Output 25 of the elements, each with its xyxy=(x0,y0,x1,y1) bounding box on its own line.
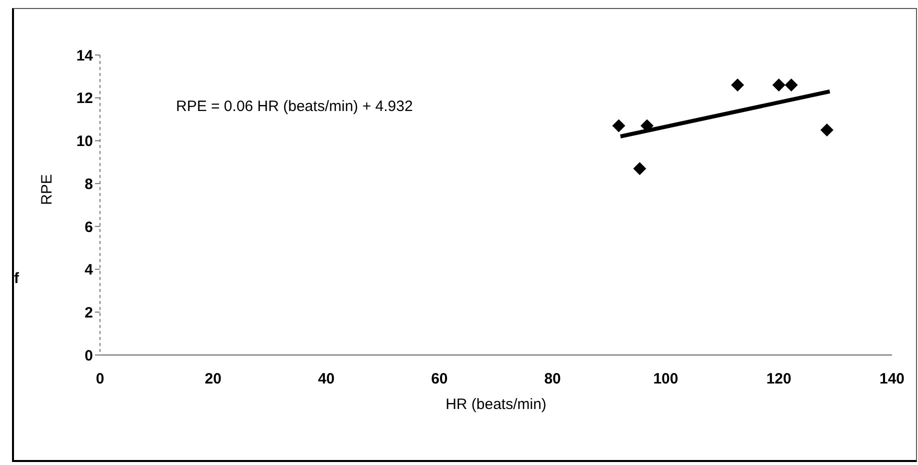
text: f xyxy=(14,270,19,287)
point xyxy=(772,78,786,92)
y-tick-label: 4 xyxy=(84,262,94,279)
y-tick-label: 14 xyxy=(76,47,94,64)
x-tick-label: 40 xyxy=(318,370,335,388)
point xyxy=(633,162,646,176)
annotation: RPE = 0.06 HR (beats/min) + 4.932 xyxy=(176,98,413,115)
point xyxy=(731,78,744,92)
y-tick-label: 8 xyxy=(84,176,93,193)
point xyxy=(820,124,834,136)
x-tick-label: 140 xyxy=(879,370,905,388)
x-tick-label: 120 xyxy=(766,370,792,388)
x-tick-label: 80 xyxy=(544,370,561,388)
y-tick-label: 2 xyxy=(84,304,93,322)
y-axis-title: RPE xyxy=(38,174,56,205)
x-tick-label: 100 xyxy=(653,370,678,388)
y-tick-label: 12 xyxy=(76,90,93,108)
point xyxy=(784,78,798,92)
x-tick-label: 60 xyxy=(431,370,448,388)
y-tick-label: 6 xyxy=(84,218,93,236)
x-axis-title: HR (beats/min) xyxy=(446,396,546,413)
point xyxy=(612,119,626,132)
y-tick-label: 0 xyxy=(84,347,93,364)
x-tick-label: 20 xyxy=(204,370,222,388)
y-tick-label: 10 xyxy=(76,133,93,150)
